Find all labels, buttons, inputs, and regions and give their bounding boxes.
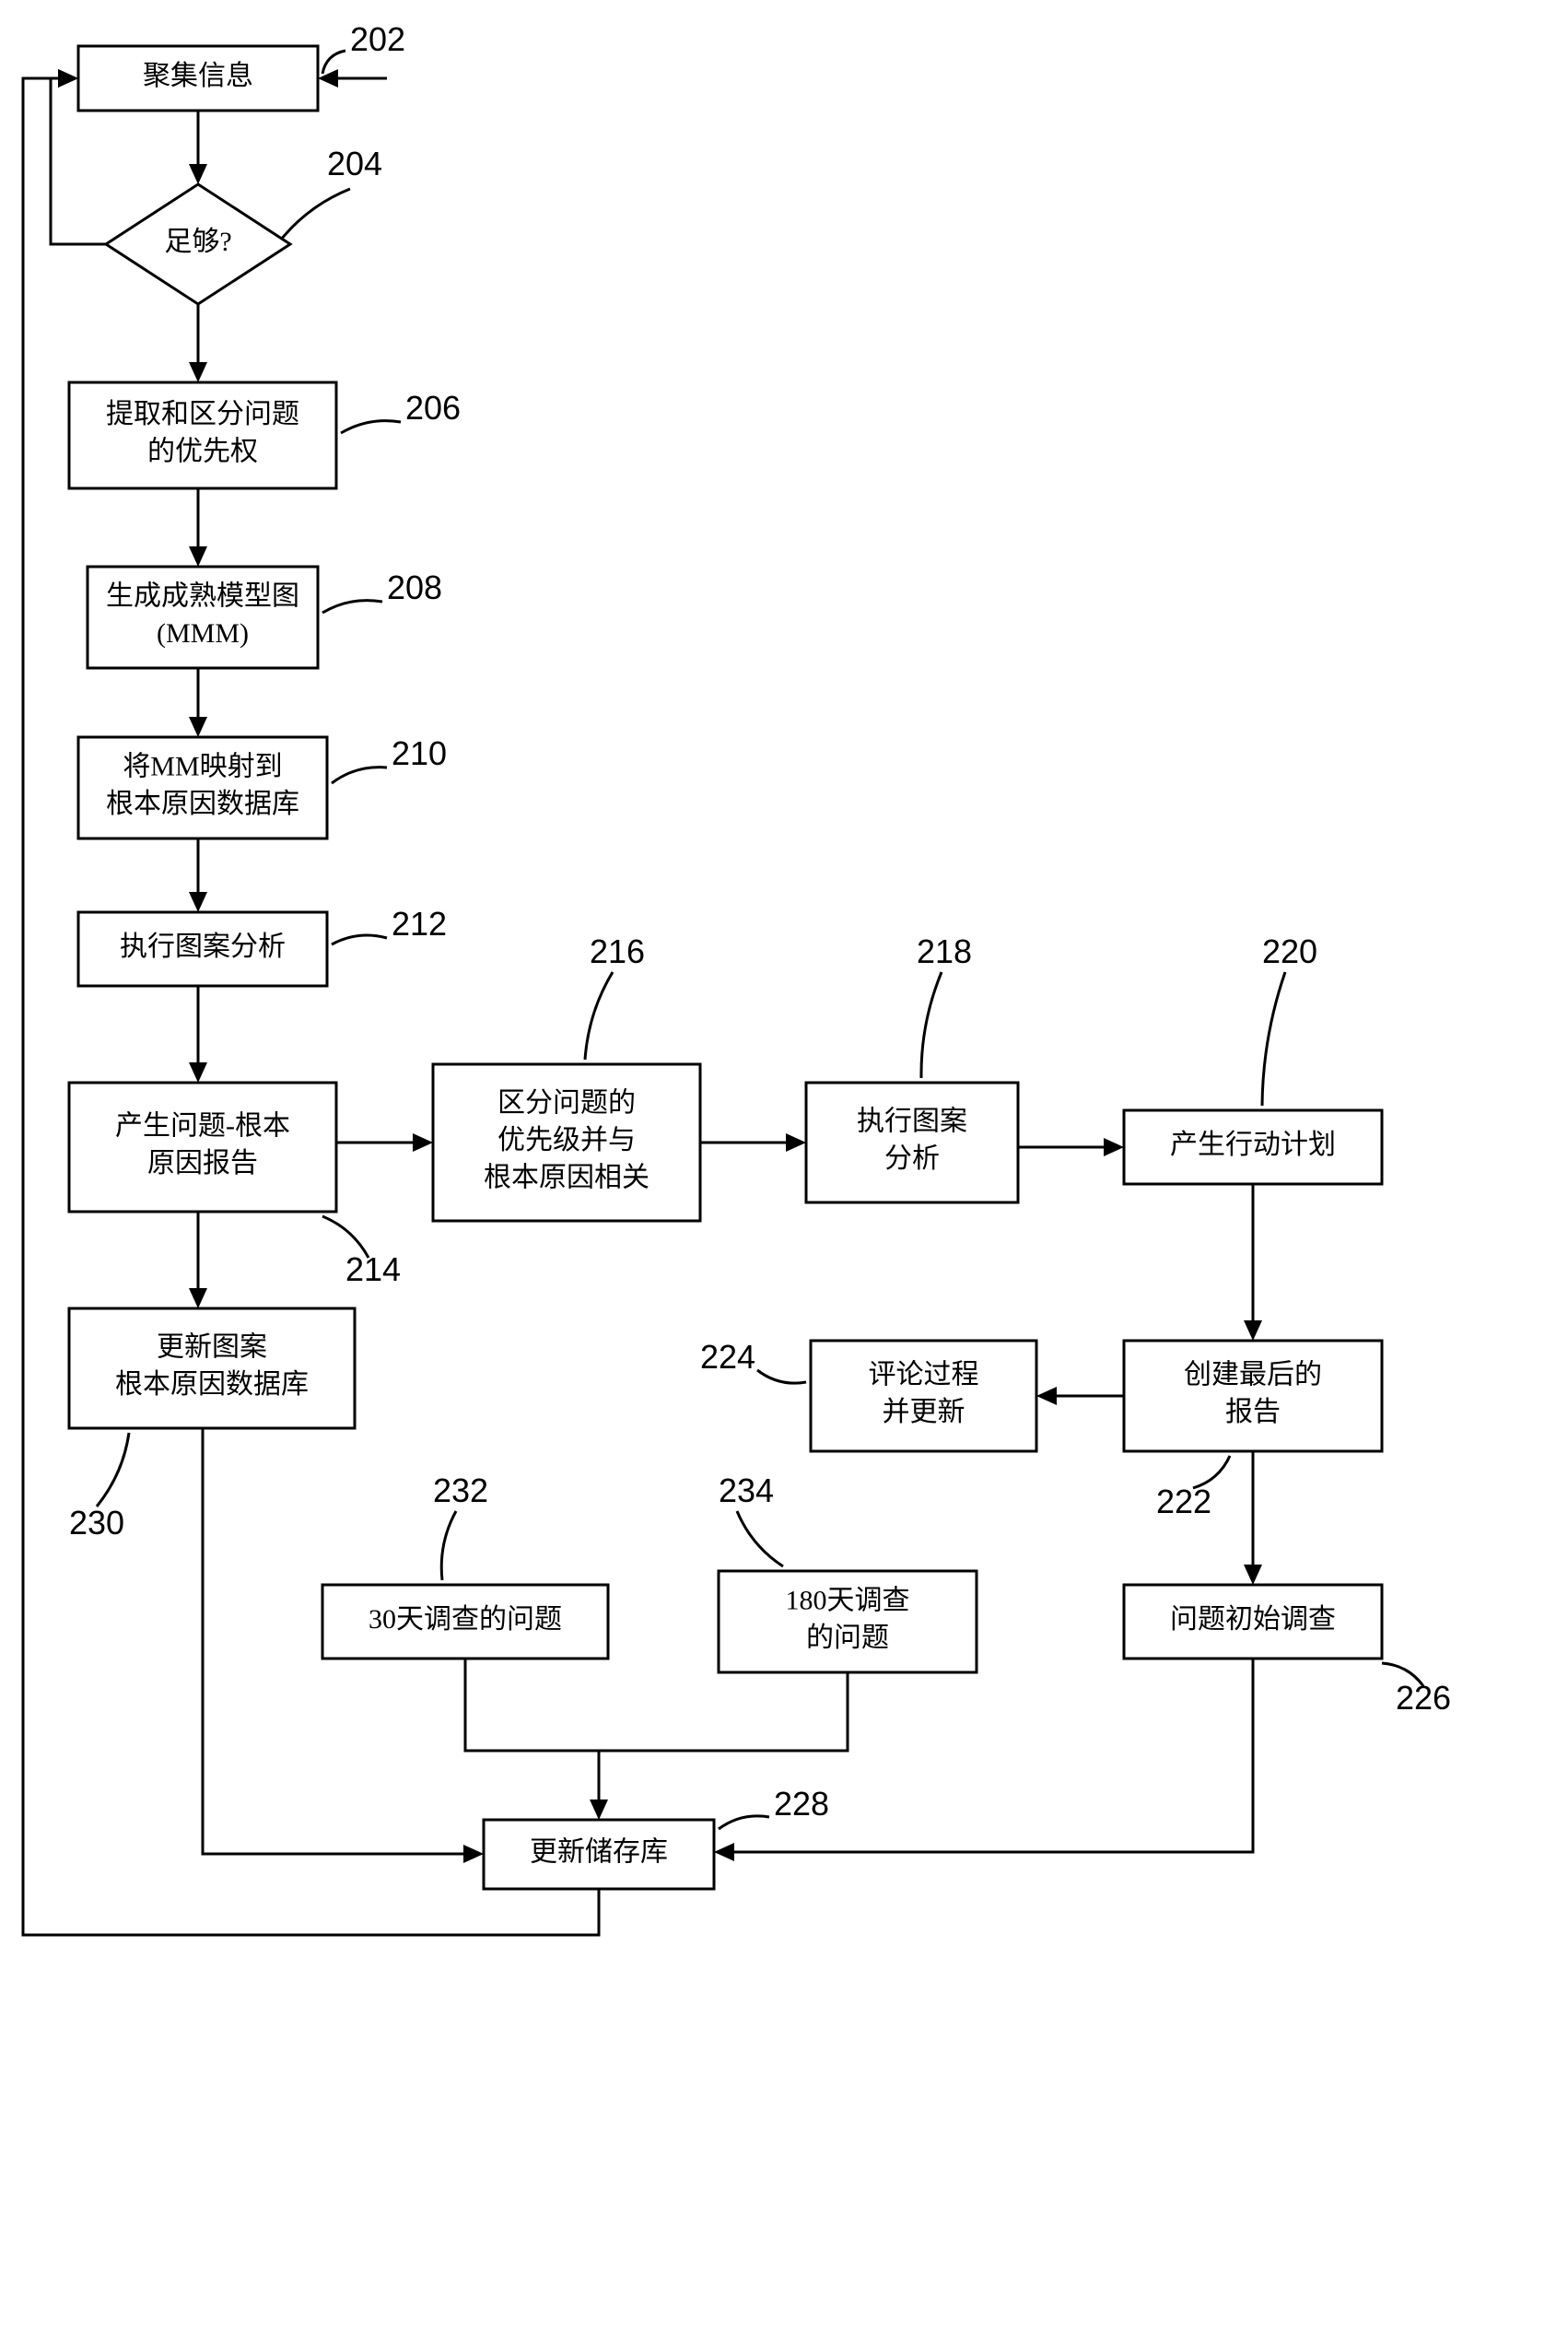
node-text: 聚集信息 xyxy=(143,61,253,91)
node-n220: 产生行动计划 xyxy=(1124,1110,1382,1184)
leader xyxy=(332,768,387,783)
node-text: 30天调查的问题 xyxy=(369,1604,562,1635)
node-n206: 提取和区分问题的优先权 xyxy=(69,382,336,488)
node-text: 创建最后的 xyxy=(1184,1360,1322,1390)
leader xyxy=(97,1433,129,1506)
node-text: 分析 xyxy=(884,1143,940,1174)
ref-label-222: 222 xyxy=(1156,1483,1211,1520)
leader xyxy=(322,51,345,74)
ref-label-210: 210 xyxy=(392,734,447,772)
node-text: 问题初始调查 xyxy=(1170,1604,1336,1635)
leader xyxy=(332,935,387,944)
node-n208: 生成成熟模型图 (MMM) xyxy=(88,567,318,668)
ref-label-216: 216 xyxy=(590,932,645,970)
node-n204: 足够? xyxy=(106,184,290,304)
node-text: 180天调查 xyxy=(786,1586,910,1616)
node-n224: 评论过程并更新 xyxy=(811,1341,1036,1451)
node-n210: 将MM映射到根本原因数据库 xyxy=(78,737,327,838)
node-text: 产生问题-根本 xyxy=(115,1111,290,1142)
node-text: 根本原因相关 xyxy=(484,1162,649,1192)
ref-label-202: 202 xyxy=(350,20,405,58)
ref-label-208: 208 xyxy=(387,569,442,606)
node-text: 报告 xyxy=(1225,1397,1281,1427)
leader xyxy=(341,421,401,433)
ref-label-206: 206 xyxy=(405,389,461,427)
leader xyxy=(441,1511,456,1580)
ref-label-232: 232 xyxy=(433,1471,488,1509)
ref-label-230: 230 xyxy=(69,1504,124,1542)
leader xyxy=(281,189,350,240)
node-n230: 更新图案根本原因数据库 xyxy=(69,1308,355,1428)
node-text: 优先级并与 xyxy=(497,1125,636,1155)
node-text: 根本原因数据库 xyxy=(115,1369,309,1400)
ref-label-234: 234 xyxy=(719,1471,774,1509)
node-n228: 更新储存库 xyxy=(484,1820,714,1889)
leader xyxy=(585,972,613,1060)
node-text: 执行图案分析 xyxy=(120,932,286,962)
ref-label-214: 214 xyxy=(345,1250,401,1288)
edge xyxy=(734,1659,1253,1852)
edges-layer xyxy=(23,78,1253,1935)
ref-label-228: 228 xyxy=(774,1785,829,1823)
node-text: 将MM映射到 xyxy=(123,752,282,782)
node-text: 的优先权 xyxy=(147,437,258,467)
node-text: 提取和区分问题 xyxy=(106,399,299,429)
node-n202: 聚集信息 xyxy=(78,46,318,111)
node-n222: 创建最后的报告 xyxy=(1124,1341,1382,1451)
nodes-layer: 聚集信息足够?提取和区分问题的优先权生成成熟模型图(MMM)将MM映射到根本原因… xyxy=(69,46,1382,1889)
leader xyxy=(737,1511,783,1566)
leader xyxy=(1262,972,1285,1106)
ref-label-220: 220 xyxy=(1262,932,1317,970)
edge xyxy=(599,1672,848,1800)
ref-label-204: 204 xyxy=(327,145,382,182)
ref-label-212: 212 xyxy=(392,905,447,943)
node-text: 足够? xyxy=(164,227,231,257)
node-text: 的问题 xyxy=(806,1623,889,1653)
ref-label-224: 224 xyxy=(700,1338,755,1376)
node-n234: 180天调查的问题 xyxy=(719,1571,977,1672)
node-text: 生成成熟模型图 xyxy=(106,581,299,612)
ref-label-218: 218 xyxy=(917,932,972,970)
node-text: 产生行动计划 xyxy=(1170,1130,1336,1160)
node-text: 评论过程 xyxy=(869,1360,979,1390)
node-text: 更新储存库 xyxy=(530,1836,668,1867)
node-n214: 产生问题-根本原因报告 xyxy=(69,1083,336,1212)
node-n226: 问题初始调查 xyxy=(1124,1585,1382,1659)
node-text: 更新图案 xyxy=(157,1332,267,1363)
node-n212: 执行图案分析 xyxy=(78,912,327,986)
node-n218: 执行图案分析 xyxy=(806,1083,1018,1202)
leader xyxy=(719,1816,769,1829)
edge xyxy=(465,1659,599,1751)
node-text: 执行图案 xyxy=(857,1107,967,1137)
node-n232: 30天调查的问题 xyxy=(322,1585,608,1659)
leader xyxy=(921,972,942,1078)
node-text: 根本原因数据库 xyxy=(106,789,299,819)
node-n216: 区分问题的优先级并与根本原因相关 xyxy=(433,1064,700,1221)
node-text: (MMM) xyxy=(157,618,249,649)
node-text: 并更新 xyxy=(883,1397,965,1427)
node-text: 原因报告 xyxy=(147,1148,258,1178)
leader xyxy=(757,1370,806,1383)
ref-label-226: 226 xyxy=(1396,1679,1451,1717)
node-text: 区分问题的 xyxy=(497,1087,636,1118)
leader xyxy=(322,601,382,613)
